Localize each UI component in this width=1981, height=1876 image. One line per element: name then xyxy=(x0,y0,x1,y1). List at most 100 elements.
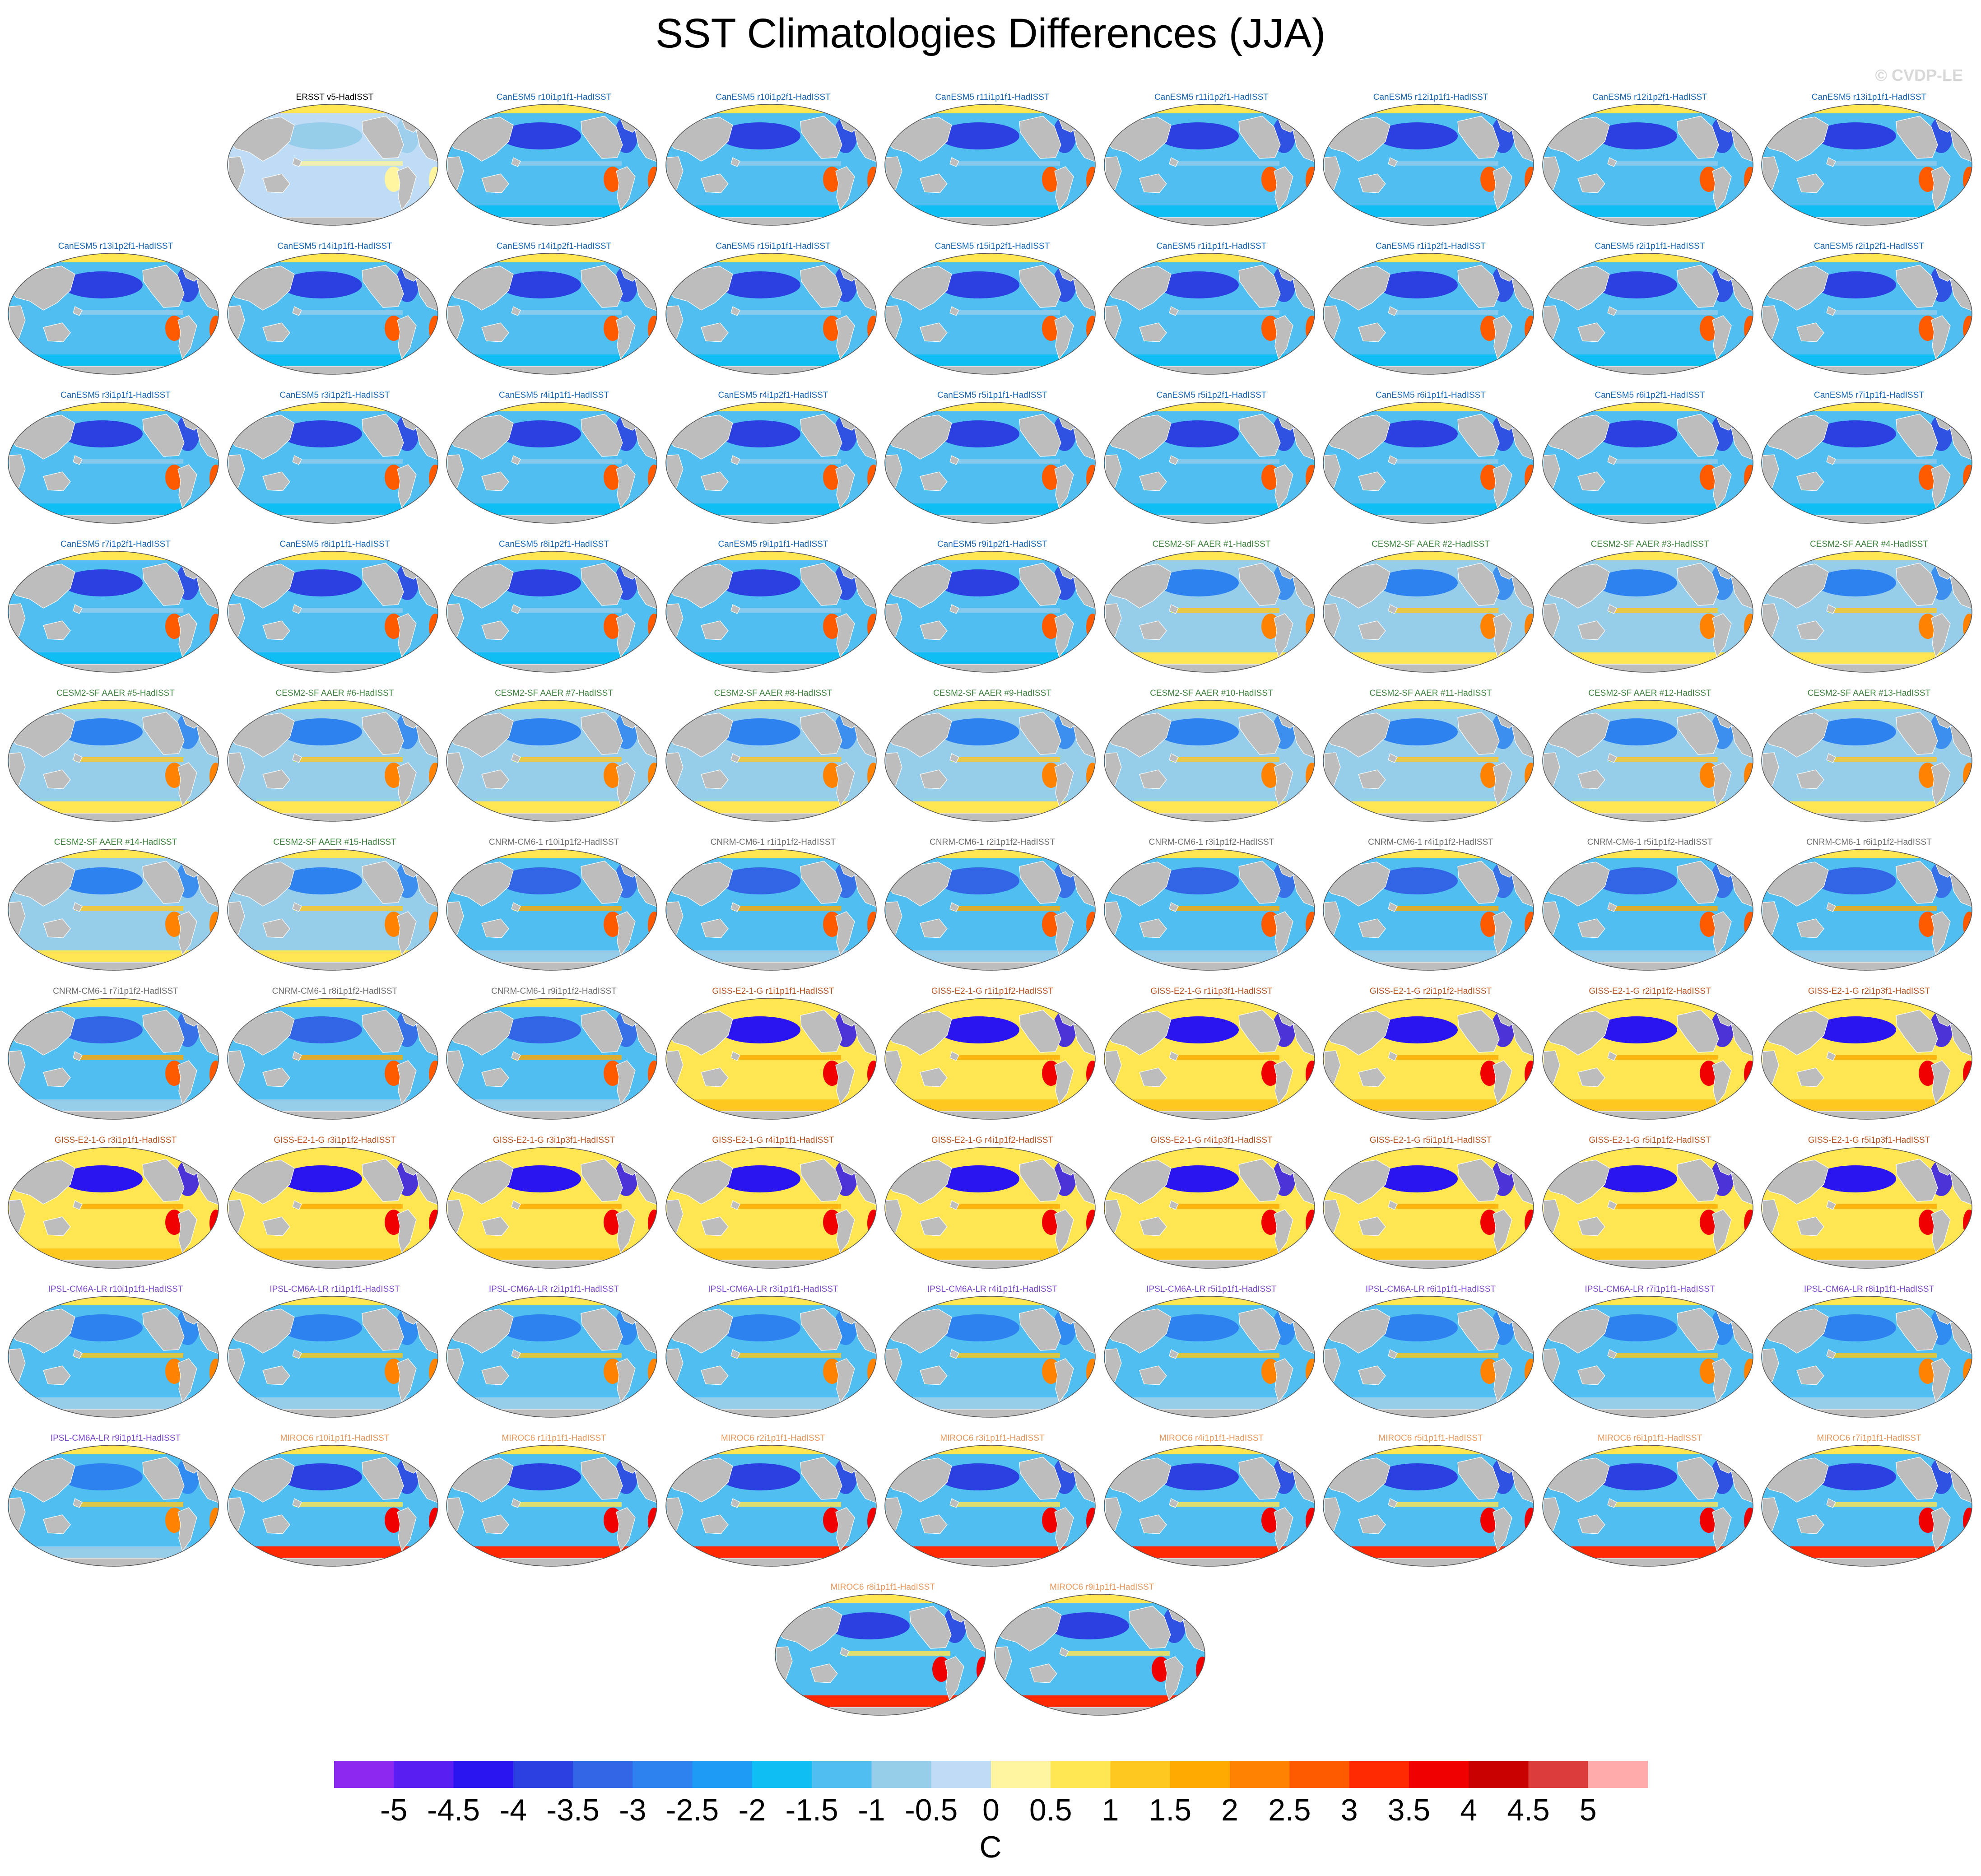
world-map xyxy=(1103,1147,1315,1269)
world-map xyxy=(1323,104,1534,226)
colorbar-tick: -2.5 xyxy=(666,1793,719,1827)
map-panel: CanESM5 r3i1p1f1-HadISST xyxy=(7,391,224,526)
colorbar-swatch xyxy=(1409,1761,1469,1788)
map-panel-label: CanESM5 r3i1p2f1-HadISST xyxy=(279,391,390,400)
world-map xyxy=(884,998,1096,1120)
map-panel: MIROC6 r1i1p1f1-HadISST xyxy=(446,1434,662,1569)
world-map xyxy=(446,1147,657,1269)
map-panel: IPSL-CM6A-LR r10i1p1f1-HadISST xyxy=(7,1285,224,1420)
colorbar-swatch xyxy=(1289,1761,1350,1788)
map-panel-label: MIROC6 r8i1p1f1-HadISST xyxy=(830,1583,935,1592)
colorbar-swatch xyxy=(513,1761,573,1788)
colorbar-swatch xyxy=(453,1761,514,1788)
map-panel: CESM2-SF AAER #11-HadISST xyxy=(1322,689,1539,824)
map-panel-label: GISS-E2-1-G r1i1p1f1-HadISST xyxy=(712,987,834,996)
colorbar xyxy=(334,1761,1648,1788)
map-panel: CESM2-SF AAER #13-HadISST xyxy=(1761,689,1977,824)
map-panel-label: GISS-E2-1-G r2i1p3f1-HadISST xyxy=(1808,987,1930,996)
map-panel-label: CanESM5 r8i1p2f1-HadISST xyxy=(499,540,609,549)
map-panel: CNRM-CM6-1 r8i1p1f2-HadISST xyxy=(227,987,443,1122)
map-panel-label: CESM2-SF AAER #3-HadISST xyxy=(1590,540,1709,549)
world-map xyxy=(1542,402,1753,524)
map-panel: GISS-E2-1-G r2i1p3f1-HadISST xyxy=(1761,987,1977,1122)
colorbar-swatch xyxy=(991,1761,1051,1788)
colorbar-swatch xyxy=(931,1761,991,1788)
world-map xyxy=(665,551,877,673)
colorbar-tick: -2 xyxy=(738,1793,766,1827)
map-panel-label: CanESM5 r8i1p1f1-HadISST xyxy=(279,540,390,549)
map-panel: CNRM-CM6-1 r5i1p1f2-HadISST xyxy=(1542,838,1758,973)
colorbar-tick: -5 xyxy=(380,1793,408,1827)
world-map xyxy=(884,253,1096,375)
map-panel-label: GISS-E2-1-G r3i1p3f1-HadISST xyxy=(493,1136,615,1145)
map-panel-label: CanESM5 r12i1p1f1-HadISST xyxy=(1373,93,1488,102)
world-map xyxy=(1542,700,1753,822)
map-panel-label: GISS-E2-1-G r4i1p1f2-HadISST xyxy=(931,1136,1054,1145)
world-map xyxy=(1761,551,1972,673)
map-panel-label: CESM2-SF AAER #6-HadISST xyxy=(275,689,394,698)
colorbar-swatch xyxy=(334,1761,394,1788)
map-panel-label: CanESM5 r6i1p1f1-HadISST xyxy=(1376,391,1486,400)
map-panel-label: MIROC6 r2i1p1f1-HadISST xyxy=(721,1434,826,1443)
world-map xyxy=(446,849,657,971)
map-panel: CanESM5 r10i1p2f1-HadISST xyxy=(665,93,882,228)
map-panel: CESM2-SF AAER #1-HadISST xyxy=(1103,540,1320,675)
map-panel: GISS-E2-1-G r4i1p3f1-HadISST xyxy=(1103,1136,1320,1271)
map-panel: GISS-E2-1-G r4i1p1f2-HadISST xyxy=(884,1136,1101,1271)
map-panel-label: CanESM5 r7i1p2f1-HadISST xyxy=(60,540,171,549)
colorbar-tick: -1 xyxy=(858,1793,885,1827)
world-map xyxy=(1323,1147,1534,1269)
map-panel-label: CanESM5 r2i1p1f1-HadISST xyxy=(1595,242,1705,251)
world-map xyxy=(227,700,438,822)
colorbar-swatch xyxy=(1051,1761,1111,1788)
map-panel-label: CNRM-CM6-1 r8i1p1f2-HadISST xyxy=(272,987,398,996)
map-panel-label: GISS-E2-1-G r2i1p1f2-HadISST xyxy=(1589,987,1711,996)
world-map xyxy=(1103,700,1315,822)
map-panel: MIROC6 r5i1p1f1-HadISST xyxy=(1322,1434,1539,1569)
world-map xyxy=(665,1445,877,1567)
world-map xyxy=(1323,1445,1534,1567)
map-panel: CNRM-CM6-1 r1i1p1f2-HadISST xyxy=(665,838,882,973)
world-map xyxy=(446,1445,657,1567)
map-panel-label: MIROC6 r5i1p1f1-HadISST xyxy=(1378,1434,1483,1443)
map-panel-label: IPSL-CM6A-LR r2i1p1f1-HadISST xyxy=(488,1285,619,1294)
world-map xyxy=(1103,551,1315,673)
map-panel-label: CESM2-SF AAER #1-HadISST xyxy=(1152,540,1271,549)
map-panel: GISS-E2-1-G r3i1p1f2-HadISST xyxy=(227,1136,443,1271)
map-panel-label: GISS-E2-1-G r5i1p1f2-HadISST xyxy=(1589,1136,1711,1145)
map-panel: MIROC6 r4i1p1f1-HadISST xyxy=(1103,1434,1320,1569)
world-map xyxy=(1542,998,1753,1120)
world-map xyxy=(1761,402,1972,524)
colorbar-tick: 4 xyxy=(1460,1793,1478,1827)
world-map xyxy=(446,998,657,1120)
world-map xyxy=(227,849,438,971)
colorbar-tick: 1.5 xyxy=(1149,1793,1192,1827)
map-panel-label: MIROC6 r4i1p1f1-HadISST xyxy=(1159,1434,1264,1443)
map-panel-label: CNRM-CM6-1 r1i1p1f2-HadISST xyxy=(710,838,836,847)
map-panel: ERSST v5-HadISST xyxy=(227,93,443,228)
map-panel: CanESM5 r15i1p1f1-HadISST xyxy=(665,242,882,377)
map-panel: IPSL-CM6A-LR r9i1p1f1-HadISST xyxy=(7,1434,224,1569)
map-panel: CanESM5 r9i1p2f1-HadISST xyxy=(884,540,1101,675)
map-panel: GISS-E2-1-G r2i1p1f2-HadISST xyxy=(1322,987,1539,1122)
map-panel: MIROC6 r9i1p1f1-HadISST xyxy=(994,1583,1210,1718)
map-panel-label: IPSL-CM6A-LR r3i1p1f1-HadISST xyxy=(708,1285,838,1294)
world-map xyxy=(1323,1296,1534,1418)
world-map xyxy=(665,253,877,375)
colorbar-tick: -3.5 xyxy=(546,1793,600,1827)
world-map xyxy=(665,849,877,971)
map-panel-label: IPSL-CM6A-LR r1i1p1f1-HadISST xyxy=(270,1285,400,1294)
world-map xyxy=(1103,1445,1315,1567)
colorbar-swatch xyxy=(1349,1761,1409,1788)
map-panel: CanESM5 r8i1p1f1-HadISST xyxy=(227,540,443,675)
map-panel-label: GISS-E2-1-G r3i1p1f2-HadISST xyxy=(274,1136,396,1145)
map-panel: CanESM5 r4i1p2f1-HadISST xyxy=(665,391,882,526)
map-panel-label: CanESM5 r5i1p1f1-HadISST xyxy=(937,391,1047,400)
world-map xyxy=(8,849,219,971)
colorbar-swatch xyxy=(1170,1761,1230,1788)
map-panel: CanESM5 r5i1p1f1-HadISST xyxy=(884,391,1101,526)
world-map xyxy=(1542,849,1753,971)
map-panel: IPSL-CM6A-LR r1i1p1f1-HadISST xyxy=(227,1285,443,1420)
world-map xyxy=(1103,1296,1315,1418)
map-panel: CESM2-SF AAER #7-HadISST xyxy=(446,689,662,824)
